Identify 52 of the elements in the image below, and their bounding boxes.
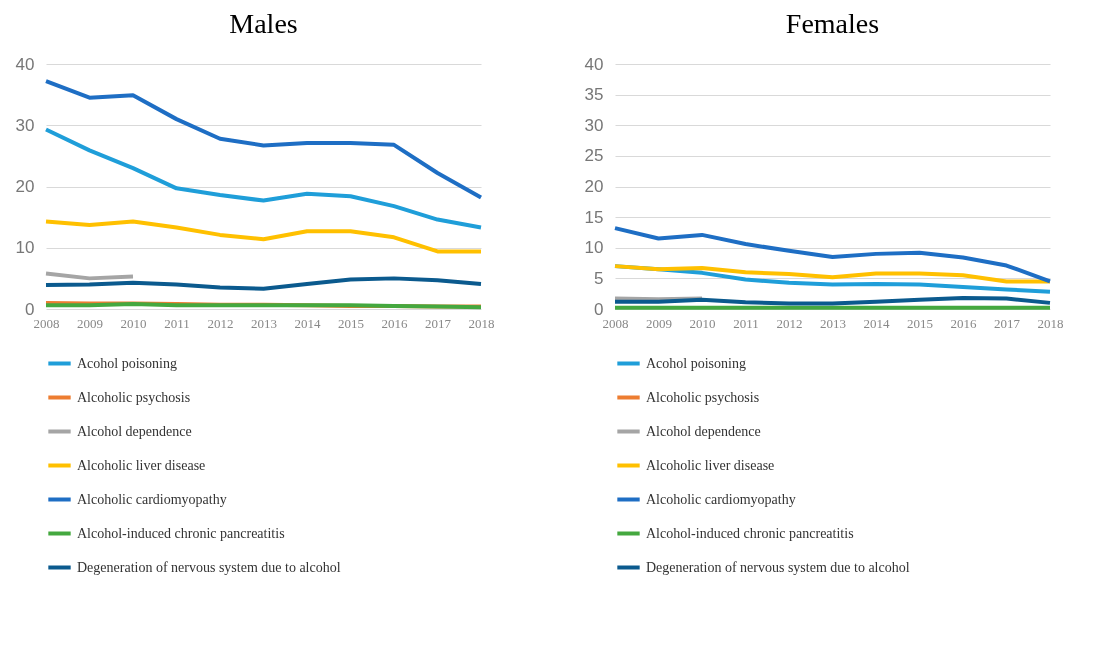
x-tick-label: 2010 <box>689 315 716 331</box>
x-tick-label: 2010 <box>120 315 147 331</box>
y-tick-label: 5 <box>594 268 604 288</box>
y-tick-label: 40 <box>15 54 35 74</box>
legend-label: Alcoholic liver disease <box>77 457 206 473</box>
x-tick-label: 2018 <box>1037 315 1064 331</box>
x-tick-label: 2009 <box>646 315 672 331</box>
y-tick-label: 40 <box>584 54 604 74</box>
x-tick-label: 2013 <box>251 315 277 331</box>
x-tick-label: 2016 <box>381 315 408 331</box>
y-tick-label: 20 <box>15 177 35 196</box>
x-tick-label: 2015 <box>338 315 364 331</box>
chart-title: Males <box>229 8 298 39</box>
x-tick-label: 2013 <box>820 315 846 331</box>
y-tick-label: 25 <box>584 146 604 166</box>
x-tick-label: 2015 <box>907 315 933 331</box>
chart-title: Females <box>785 8 880 39</box>
x-tick-label: 2012 <box>207 315 234 331</box>
legend-label: Acohol poisoning <box>646 355 746 371</box>
x-tick-label: 2011 <box>164 315 190 331</box>
x-tick-label: 2017 <box>994 315 1021 331</box>
legend-label: Degeneration of nervous system due to alcohol <box>77 559 341 575</box>
legend-label: Alcoholic liver disease <box>646 457 775 473</box>
legend-label: Alcoholic cardiomyopathy <box>77 491 227 507</box>
y-tick-label: 35 <box>584 85 604 105</box>
y-tick-label: 10 <box>584 238 604 258</box>
y-tick-label: 30 <box>584 115 604 135</box>
x-tick-label: 2014 <box>294 315 321 331</box>
legend-label: Alcohol dependence <box>77 423 192 439</box>
legend-label: Alcohol-induced chronic pancreatitis <box>646 525 854 541</box>
x-tick-label: 2012 <box>776 315 803 331</box>
legend-label: Alcoholic cardiomyopathy <box>646 491 796 507</box>
y-tick-label: 10 <box>15 238 35 258</box>
x-tick-label: 2018 <box>468 315 495 331</box>
legend-label: Alcohol-induced chronic pancreatitis <box>77 525 285 541</box>
y-tick-label: 30 <box>15 115 35 135</box>
legend-label: Acohol poisoning <box>77 355 177 371</box>
legend-label: Alcoholic psychosis <box>77 389 191 405</box>
x-tick-label: 2008 <box>602 315 629 331</box>
x-tick-label: 2008 <box>33 315 60 331</box>
y-tick-label: 0 <box>594 299 604 319</box>
y-tick-label: 0 <box>25 299 35 319</box>
legend-label: Degeneration of nervous system due to alcohol <box>646 559 910 575</box>
legend-label: Alcoholic psychosis <box>646 389 760 405</box>
x-tick-label: 2009 <box>77 315 103 331</box>
x-tick-label: 2014 <box>863 315 890 331</box>
y-tick-label: 15 <box>584 207 604 227</box>
legend-label: Alcohol dependence <box>646 423 761 439</box>
x-tick-label: 2016 <box>950 315 977 331</box>
x-tick-label: 2011 <box>733 315 759 331</box>
y-tick-label: 20 <box>584 177 604 196</box>
x-tick-label: 2017 <box>425 315 452 331</box>
